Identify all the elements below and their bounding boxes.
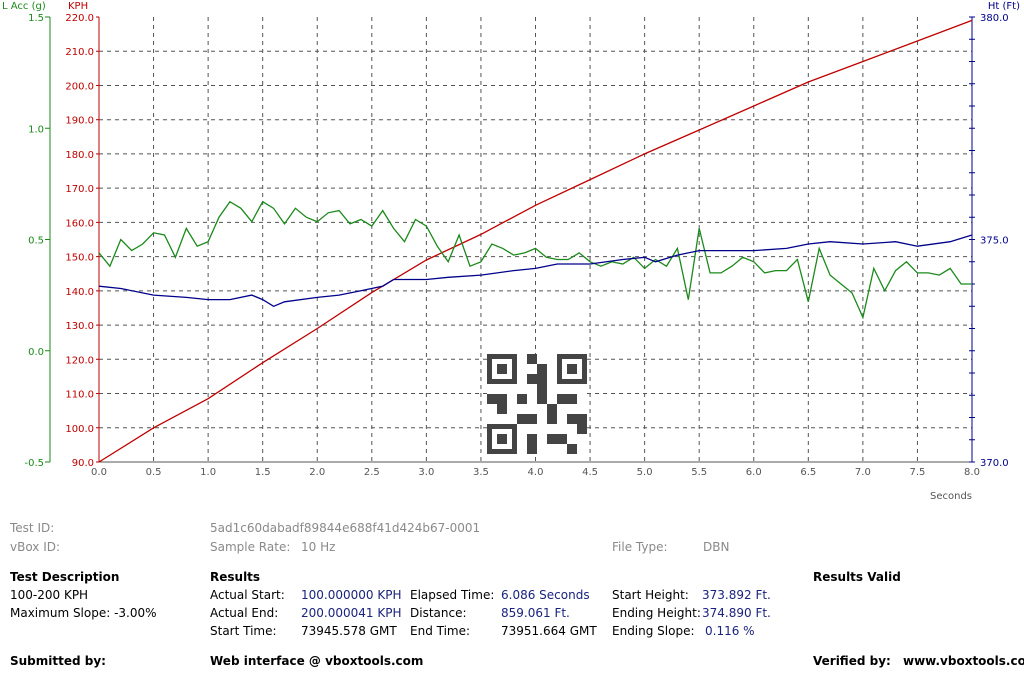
verified-by-link[interactable]: www.vboxtools.com (903, 654, 1024, 668)
x-tick-label: 1.0 (200, 467, 216, 478)
test-description-line1: 100-200 KPH (10, 588, 89, 602)
x-tick-label: 2.0 (309, 467, 325, 478)
lacc-tick-label: -0.5 (24, 458, 44, 469)
kph-tick-label: 200.0 (65, 81, 94, 92)
lacc-tick-label: 1.5 (28, 13, 44, 24)
elapsed-time-label: Elapsed Time: (410, 588, 495, 602)
kph-tick-label: 110.0 (65, 390, 94, 401)
ht-tick-label: 375.0 (980, 236, 1009, 247)
qr-code-image (487, 354, 587, 454)
actual-end-label: Actual End: (210, 606, 279, 620)
ending-slope-label: Ending Slope: (612, 624, 695, 638)
x-axis-title: Seconds (930, 491, 972, 502)
kph-tick-label: 170.0 (65, 184, 94, 195)
x-tick-label: 5.0 (637, 467, 653, 478)
test-description-line2: Maximum Slope: -3.00% (10, 606, 157, 620)
distance-value: 859.061 Ft. (501, 606, 570, 620)
kph-tick-label: 130.0 (65, 321, 94, 332)
x-tick-label: 6.0 (746, 467, 762, 478)
end-time-label: End Time: (410, 624, 471, 638)
kph-tick-label: 210.0 (65, 47, 94, 58)
submitted-by-label: Submitted by: (10, 654, 106, 668)
x-tick-label: 5.5 (691, 467, 707, 478)
series-kph-line (98, 19, 973, 463)
start-height-value: 373.892 Ft. (702, 588, 771, 602)
start-time-value: 73945.578 GMT (301, 624, 397, 638)
x-tick-label: 7.5 (909, 467, 925, 478)
lacc-axis-title: L Acc (g) (2, 1, 46, 12)
kph-tick-label: 140.0 (65, 287, 94, 298)
x-tick-label: 1.5 (255, 467, 271, 478)
x-tick-label: 0.0 (91, 467, 107, 478)
results-title: Results (210, 570, 261, 584)
series-lacc-line (98, 200, 972, 320)
elapsed-time-value: 6.086 Seconds (501, 588, 590, 602)
actual-start-label: Actual Start: (210, 588, 285, 602)
x-tick-label: 2.5 (364, 467, 380, 478)
ending-height-label: Ending Height: (612, 606, 701, 620)
actual-end-value: 200.000041 KPH (301, 606, 402, 620)
kph-tick-label: 100.0 (65, 424, 94, 435)
kph-tick-label: 120.0 (65, 355, 94, 366)
x-tick-label: 7.0 (855, 467, 871, 478)
end-time-value: 73951.664 GMT (501, 624, 597, 638)
x-tick-label: 6.5 (800, 467, 816, 478)
kph-tick-label: 90.0 (72, 458, 94, 469)
chart-ticks: 0.0 0.5 1.0 1.5 2.0 2.5 3.0 3.5 4.0 4.5 5.0 5.5 6.0 6… (24, 13, 1008, 478)
test-description-title: Test Description (10, 570, 120, 584)
x-tick-label: 4.5 (582, 467, 598, 478)
verified-by-label: Verified by: (813, 654, 891, 668)
x-tick-label: 0.5 (146, 467, 162, 478)
start-height-label: Start Height: (612, 588, 689, 602)
ending-height-value: 374.890 Ft. (702, 606, 771, 620)
kph-tick-label: 220.0 (65, 13, 94, 24)
lacc-tick-label: 0.0 (28, 347, 44, 358)
lacc-tick-label: 0.5 (28, 236, 44, 247)
sample-rate-value: 10 Hz (301, 540, 336, 554)
series-ht-line (98, 234, 973, 308)
ht-axis-title: Ht (Ft) (988, 1, 1020, 12)
kph-tick-label: 160.0 (65, 218, 94, 229)
ht-tick-label: 380.0 (980, 13, 1009, 24)
test-id-label: Test ID: (10, 521, 55, 535)
sample-rate-label: Sample Rate: (210, 540, 291, 554)
start-time-label: Start Time: (210, 624, 277, 638)
kph-axis-title: KPH (68, 1, 88, 12)
kph-tick-label: 190.0 (65, 116, 94, 127)
lacc-tick-label: 1.0 (28, 124, 44, 135)
file-type-value: DBN (703, 540, 730, 554)
x-tick-label: 3.0 (418, 467, 434, 478)
ht-tick-label: 370.0 (980, 458, 1009, 469)
vbox-id-label: vBox ID: (10, 540, 61, 554)
ending-slope-value: 0.116 % (705, 624, 755, 638)
kph-tick-label: 180.0 (65, 150, 94, 161)
web-interface-link[interactable]: Web interface @ vboxtools.com (210, 654, 424, 668)
x-tick-label: 3.5 (473, 467, 489, 478)
x-tick-label: 4.0 (528, 467, 544, 478)
actual-start-value: 100.000000 KPH (301, 588, 402, 602)
x-tick-label: 8.0 (964, 467, 980, 478)
results-valid: Results Valid (813, 570, 901, 584)
distance-label: Distance: (410, 606, 467, 620)
chart-series (98, 19, 973, 463)
test-id-value: 5ad1c60dabadf89844e688f41d424b67-0001 (210, 521, 481, 535)
kph-tick-label: 150.0 (65, 253, 94, 264)
file-type-label: File Type: (612, 540, 668, 554)
